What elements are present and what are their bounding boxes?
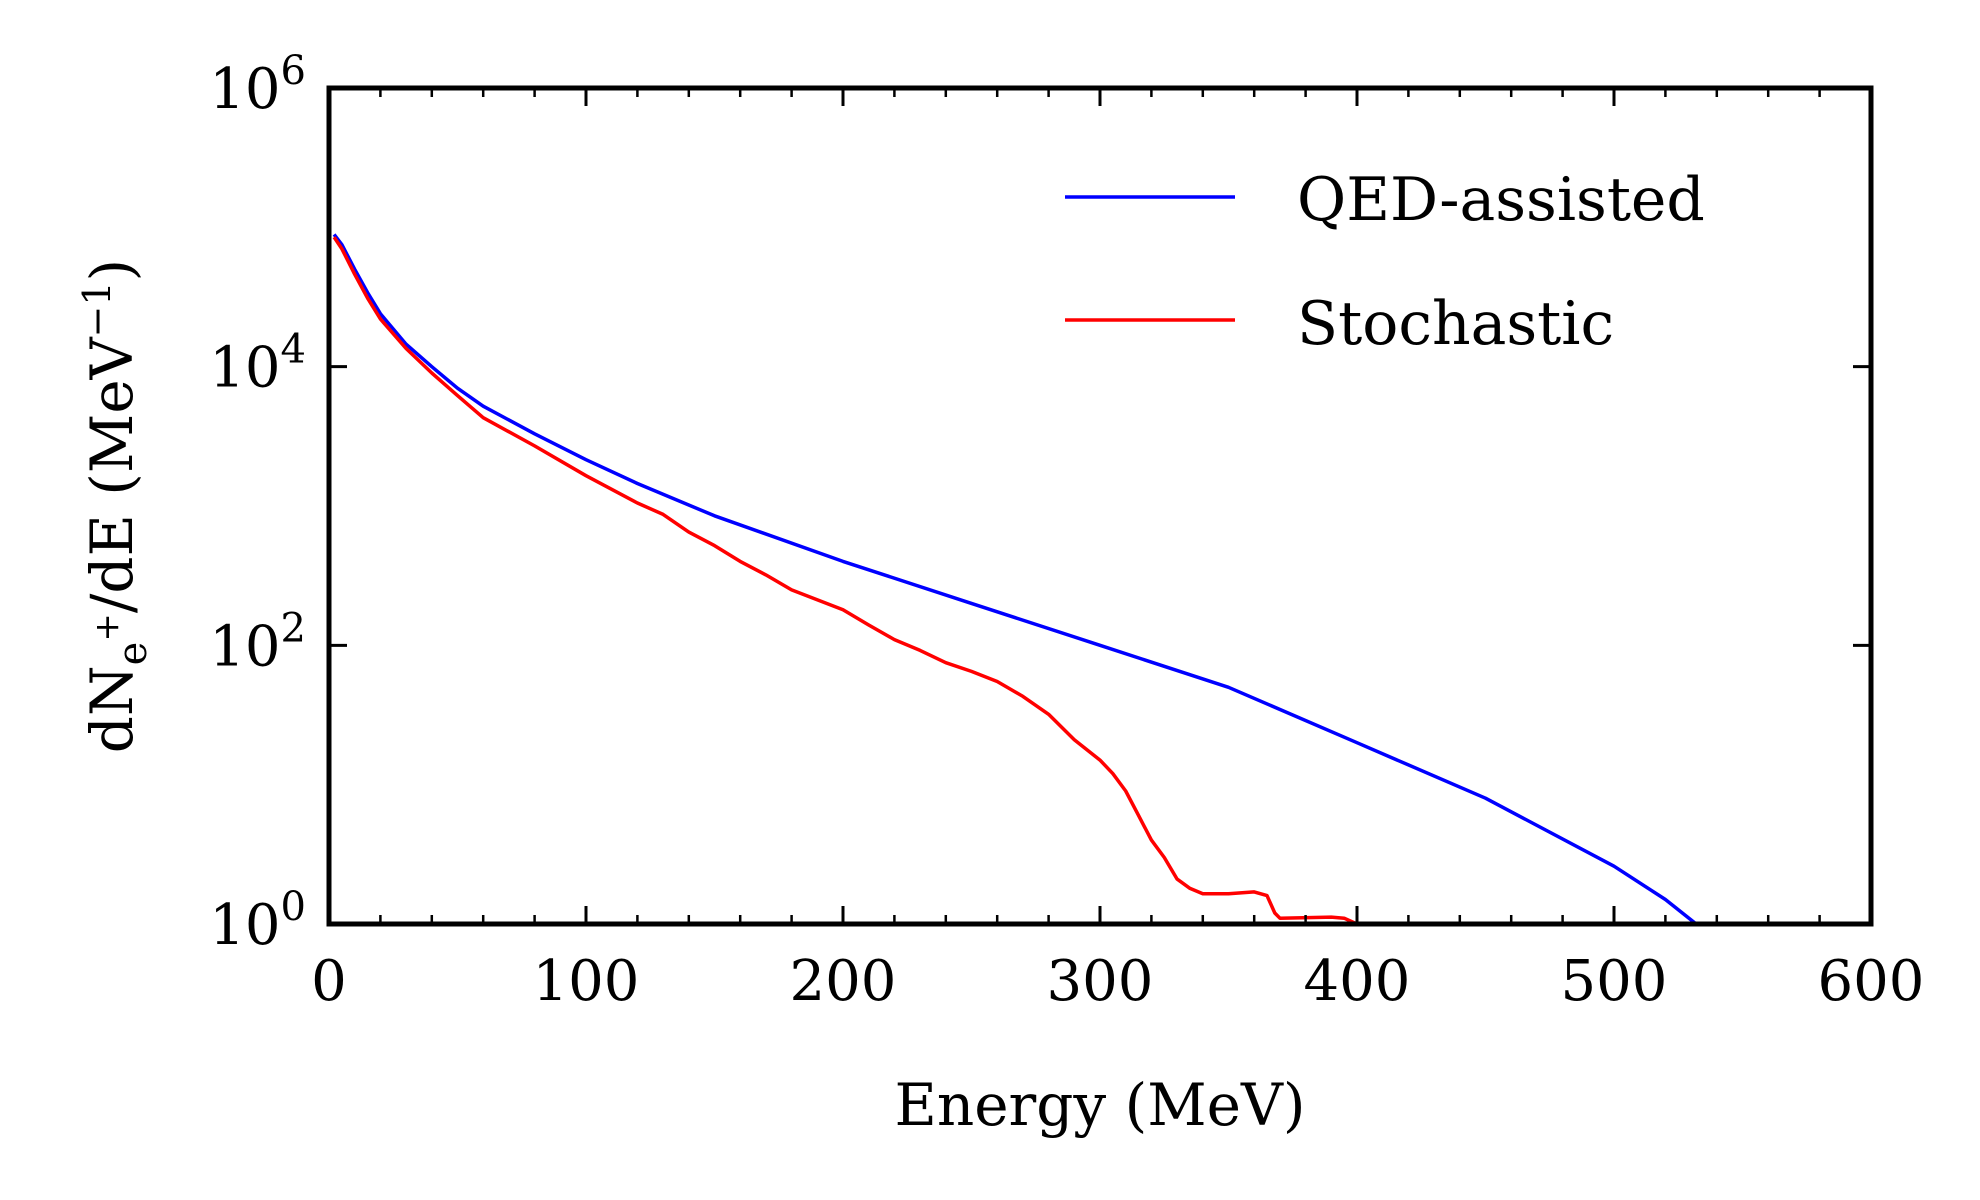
y-tick-label: 104 — [209, 327, 306, 401]
plot-frame — [326, 85, 1874, 927]
legend: QED-assisted Stochastic — [1065, 165, 1705, 359]
x-tick-label: 400 — [1304, 949, 1411, 1014]
y-tick-label: 100 — [209, 884, 306, 958]
series-layer — [332, 233, 1698, 926]
x-axis-label: Energy (MeV) — [895, 1071, 1306, 1139]
x-tick-label: 600 — [1818, 949, 1925, 1014]
x-tick-label: 0 — [311, 949, 347, 1014]
x-tick-label: 500 — [1561, 949, 1668, 1014]
x-tick-label: 200 — [790, 949, 897, 1014]
legend-label-stochastic: Stochastic — [1297, 289, 1614, 359]
y-axis-label: dNe+/dE (MeV−1) — [75, 259, 156, 753]
legend-label-qed-assisted: QED-assisted — [1297, 165, 1705, 235]
x-tick-label: 100 — [533, 949, 640, 1014]
series-line-stochastic — [332, 236, 1358, 926]
series-line-qed-assisted — [332, 233, 1698, 926]
y-tick-label: 106 — [209, 48, 306, 122]
y-tick-label: 102 — [209, 605, 306, 679]
x-tick-label: 300 — [1047, 949, 1154, 1014]
